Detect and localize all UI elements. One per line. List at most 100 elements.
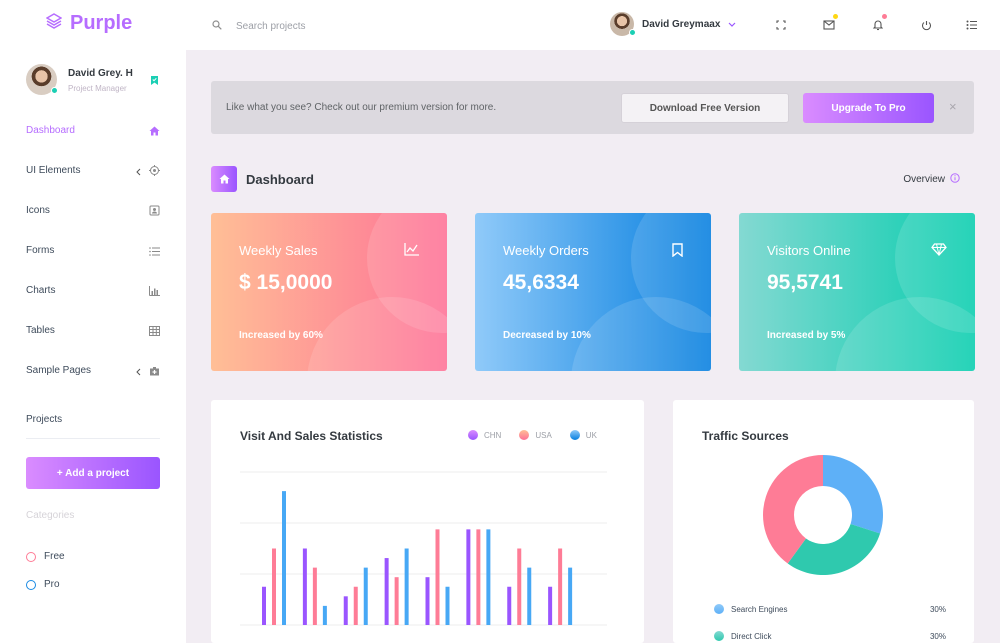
- brand-logo[interactable]: Purple: [45, 12, 132, 35]
- online-status-dot: [629, 29, 636, 36]
- profile-role: Project Manager: [68, 84, 127, 93]
- stat-note: Increased by 60%: [239, 330, 323, 341]
- page-title: Dashboard: [246, 172, 314, 187]
- legend-dot: [519, 430, 530, 440]
- mail-badge: [833, 14, 838, 19]
- add-project-button[interactable]: + Add a project: [26, 457, 160, 489]
- sidebar-item-dashboard[interactable]: Dashboard: [26, 120, 160, 140]
- chevron-left-icon: [136, 363, 141, 381]
- diamond-icon: [931, 243, 947, 261]
- fullscreen-icon[interactable]: [773, 17, 789, 33]
- bar-chart: [240, 471, 607, 626]
- contacts-icon: [149, 203, 160, 221]
- bell-icon[interactable]: [870, 14, 887, 33]
- bar-chn: [507, 586, 512, 625]
- slice-search-engines: [823, 455, 883, 534]
- format-list-bulleted-icon[interactable]: [964, 17, 980, 33]
- profile-avatar: [26, 64, 58, 95]
- category-pro[interactable]: Pro: [26, 579, 60, 590]
- profile-name: David Grey. H: [68, 68, 133, 79]
- legend-dot: [569, 430, 580, 440]
- banner-text: Like what you see? Check out our premium…: [226, 102, 497, 113]
- chart-line-icon: [404, 243, 419, 261]
- search-input[interactable]: [236, 20, 436, 32]
- category-label: Pro: [44, 579, 60, 590]
- legend-dot: [714, 631, 724, 641]
- bar-usa: [558, 548, 563, 625]
- sidebar-item-tables[interactable]: Tables: [26, 320, 160, 340]
- bar-usa: [435, 529, 440, 625]
- sidebar-item-label: Tables: [26, 324, 55, 336]
- sidebar-item-label: Sample Pages: [26, 364, 92, 376]
- info-icon: [950, 173, 960, 186]
- overview-label: Overview: [903, 174, 945, 185]
- stat-title: Weekly Orders: [503, 243, 589, 258]
- sidebar-item-label: Dashboard: [26, 124, 75, 136]
- bar-uk: [282, 491, 286, 625]
- bar-uk: [404, 548, 409, 625]
- traffic-label: Search Engines: [731, 604, 788, 614]
- home-icon: [211, 166, 237, 192]
- user-menu[interactable]: David Greymaax: [610, 12, 736, 36]
- user-name: David Greymaax: [642, 18, 721, 30]
- sidebar-profile[interactable]: David Grey. H Project Manager: [26, 64, 166, 98]
- top-navbar: Purple David Greymaax: [0, 0, 1000, 50]
- chart-legend: CHN USA UK: [468, 430, 597, 440]
- bar-usa: [394, 577, 399, 625]
- chevron-left-icon: [136, 163, 141, 181]
- page-header: Dashboard Overview: [211, 166, 974, 193]
- user-avatar: [610, 12, 636, 36]
- sidebar-item-ui-elements[interactable]: UI Elements: [26, 160, 160, 180]
- bar-usa: [353, 586, 358, 625]
- search-bar: [212, 17, 436, 35]
- bookmark-icon: [672, 243, 683, 262]
- bar-usa: [312, 567, 317, 625]
- legend-item: USA: [519, 430, 552, 440]
- bar-uk: [527, 567, 532, 625]
- legend-dot: [468, 430, 478, 440]
- sidebar-item-sample-pages[interactable]: Sample Pages: [26, 360, 160, 380]
- bar-uk: [322, 605, 327, 625]
- sidebar-item-label: Forms: [26, 244, 55, 256]
- stat-note: Increased by 5%: [767, 330, 846, 341]
- category-free[interactable]: Free: [26, 551, 65, 562]
- bar-uk: [445, 586, 450, 625]
- bar-chart-icon: [149, 283, 160, 301]
- stat-title: Visitors Online: [767, 243, 851, 258]
- bookmark-check-icon: [150, 73, 159, 91]
- bell-badge: [882, 14, 887, 19]
- stat-value: 45,6334: [503, 271, 579, 294]
- bar-uk: [363, 567, 368, 625]
- chart-title: Visit And Sales Statistics: [240, 429, 383, 443]
- promo-banner: Like what you see? Check out our premium…: [211, 81, 974, 134]
- stat-note: Decreased by 10%: [503, 330, 591, 341]
- close-icon[interactable]: ×: [949, 99, 957, 114]
- sidebar-item-icons[interactable]: Icons: [26, 200, 160, 220]
- online-status-dot: [51, 87, 58, 94]
- sidebar-item-forms[interactable]: Forms: [26, 240, 160, 260]
- traffic-sources-panel: Traffic Sources Search Engines 30% Direc…: [673, 400, 974, 643]
- sidebar-item-label: UI Elements: [26, 164, 81, 176]
- download-free-button[interactable]: Download Free Version: [621, 93, 789, 123]
- crosshairs-icon: [149, 163, 160, 181]
- bar-usa: [272, 548, 276, 625]
- traffic-label: Direct Click: [731, 631, 772, 641]
- bar-chn: [343, 596, 348, 625]
- stat-card-weekly-sales: Weekly Sales $ 15,0000 Increased by 60%: [211, 213, 447, 371]
- divider: [26, 438, 160, 439]
- decor-circle: [571, 297, 711, 371]
- sidebar-item-charts[interactable]: Charts: [26, 280, 160, 300]
- bar-chn: [548, 586, 553, 625]
- traffic-value: 30%: [929, 631, 946, 641]
- search-icon[interactable]: [212, 17, 222, 35]
- mail-icon[interactable]: [821, 14, 838, 33]
- bar-usa: [517, 548, 522, 625]
- power-icon[interactable]: [918, 17, 934, 33]
- bar-chn: [425, 577, 430, 625]
- medical-bag-icon: [149, 363, 160, 381]
- upgrade-pro-button[interactable]: Upgrade To Pro: [803, 93, 934, 123]
- overview-link[interactable]: Overview: [903, 173, 960, 186]
- projects-title: Projects: [26, 414, 63, 425]
- slice-bookmarks-click: [763, 455, 823, 564]
- chart-title: Traffic Sources: [702, 429, 789, 443]
